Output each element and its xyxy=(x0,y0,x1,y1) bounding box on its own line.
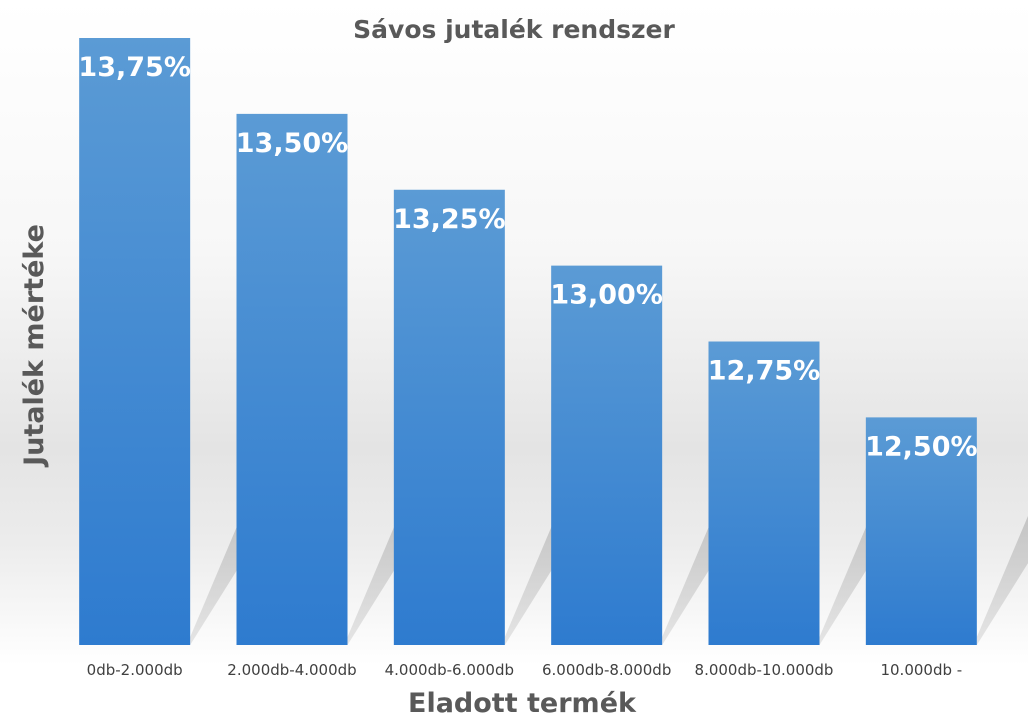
data-label-4: 13,00% xyxy=(550,280,662,311)
bar-5 xyxy=(708,341,820,645)
data-label-1: 13,75% xyxy=(78,52,190,83)
x-tick-label-1: 0db-2.000db xyxy=(87,661,183,679)
data-label-5: 12,75% xyxy=(708,356,820,387)
x-axis-title: Eladott termék xyxy=(408,688,637,719)
bar-2 xyxy=(236,113,348,645)
data-label-2: 13,50% xyxy=(236,128,348,159)
bar-1 xyxy=(79,38,191,645)
chart-title: Sávos jutalék rendszer xyxy=(353,15,675,44)
x-tick-label-5: 8.000db-10.000db xyxy=(695,661,834,679)
y-axis-title: Jutalék mértéke xyxy=(19,224,50,468)
bar-3 xyxy=(393,189,505,645)
data-label-3: 13,25% xyxy=(393,204,505,235)
x-tick-labels: 0db-2.000db 2.000db-4.000db 4.000db-6.000d… xyxy=(87,661,963,679)
bar-4 xyxy=(551,265,663,645)
bar-shadow xyxy=(976,516,1028,645)
data-labels: 13,75% 13,50% 13,25% 13,00% 12,75% 12,50% xyxy=(78,52,977,462)
bars xyxy=(79,38,977,645)
x-tick-label-2: 2.000db-4.000db xyxy=(227,661,356,679)
bar-6 xyxy=(865,417,977,645)
data-label-6: 12,50% xyxy=(865,431,977,462)
x-tick-label-4: 6.000db-8.000db xyxy=(542,661,671,679)
x-tick-label-6: 10.000db - xyxy=(880,661,962,679)
x-tick-label-3: 4.000db-6.000db xyxy=(385,661,514,679)
